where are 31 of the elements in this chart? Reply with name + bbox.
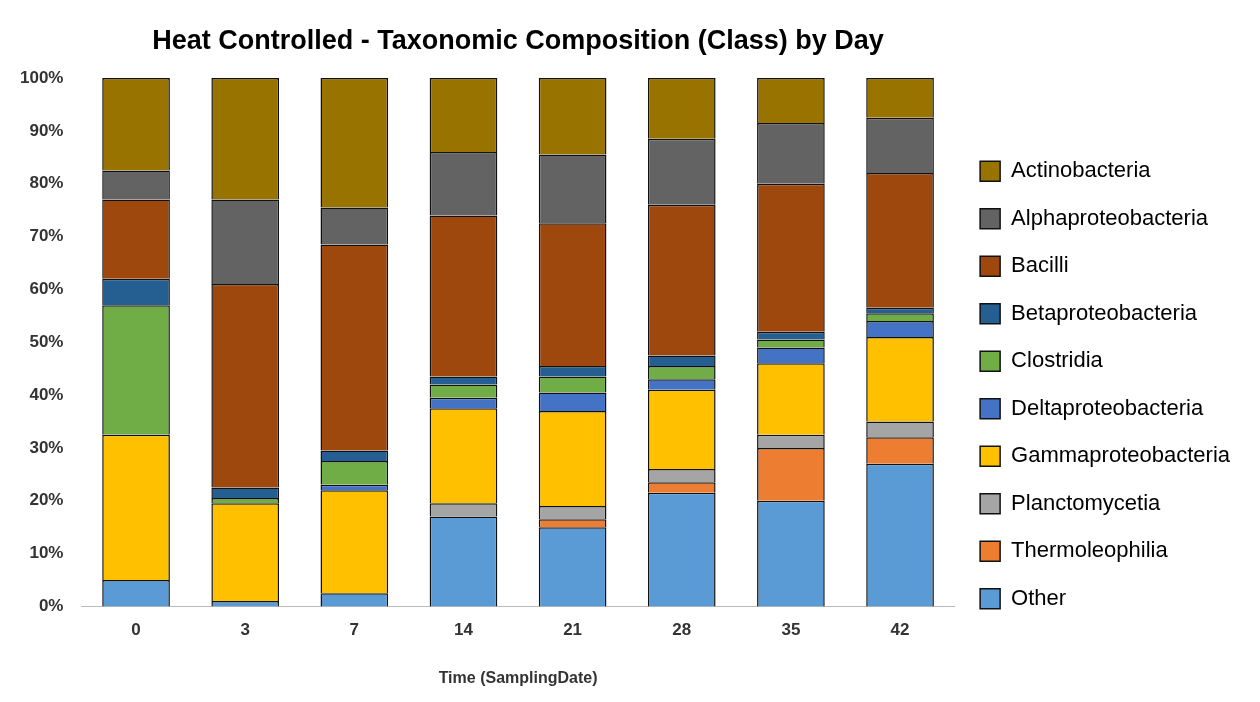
legend-label: Bacilli xyxy=(1011,252,1069,278)
x-axis-title: Time (SamplingDate) xyxy=(438,668,598,686)
y-tick-label: 20% xyxy=(29,490,64,510)
y-tick-label: 80% xyxy=(29,173,64,193)
y-tick-label: 100% xyxy=(20,67,64,87)
legend-label: Planctomycetia xyxy=(1011,489,1162,515)
y-tick-label: 50% xyxy=(29,331,64,351)
y-tick-label: 0% xyxy=(38,596,64,616)
y-tick-label: 90% xyxy=(29,120,64,140)
legend-label: Alphaproteobacteria xyxy=(1011,204,1209,230)
legend-label: Actinobacteria xyxy=(1011,157,1152,183)
x-tick-label: 21 xyxy=(563,620,583,640)
x-tick-label: 14 xyxy=(454,620,474,640)
legend-label: Clostridia xyxy=(1011,347,1104,373)
y-tick-label: 60% xyxy=(29,279,64,299)
legend-label: Other xyxy=(1011,584,1067,610)
x-tick-label: 35 xyxy=(781,620,801,640)
x-tick-label: 7 xyxy=(349,620,360,640)
y-tick-label: 40% xyxy=(29,384,64,404)
x-tick-label: 42 xyxy=(890,620,910,640)
y-tick-label: 10% xyxy=(29,543,64,563)
legend-label: Deltaproteobacteria xyxy=(1011,394,1204,420)
x-tick-label: 0 xyxy=(131,620,141,640)
x-tick-label: 28 xyxy=(672,620,692,640)
legend-label: Betaproteobacteria xyxy=(1011,299,1198,325)
legend-label: Thermoleophilia xyxy=(1011,537,1169,563)
x-tick-label: 3 xyxy=(240,620,250,640)
chart-title: Heat Controlled - Taxonomic Composition (Class) by Day xyxy=(152,25,884,56)
y-tick-label: 30% xyxy=(29,437,64,457)
y-tick-label: 70% xyxy=(29,226,64,246)
legend-label: Gammaproteobacteria xyxy=(1011,442,1231,468)
